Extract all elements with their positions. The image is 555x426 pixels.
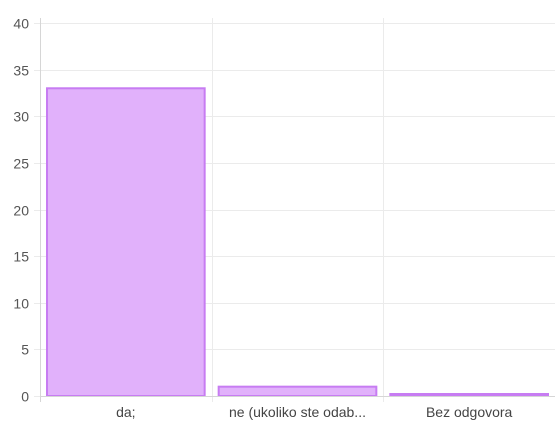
bar-2[interactable]: [389, 393, 550, 397]
y-tick-label: 10: [13, 296, 29, 312]
x-category-label: da;: [116, 404, 135, 420]
bar-1[interactable]: [217, 385, 378, 397]
y-tick-label: 30: [13, 109, 29, 125]
y-tick-label: 35: [13, 63, 29, 79]
y-tick-label: 5: [21, 342, 29, 358]
y-tick-label: 40: [13, 16, 29, 32]
bar-0[interactable]: [46, 87, 206, 398]
x-category-label: ne (ukoliko ste odab...: [229, 404, 366, 420]
bar-layer: [46, 87, 550, 398]
y-tick-label: 25: [13, 156, 29, 172]
axis-layer: [34, 18, 555, 402]
label-layer: 0 5 10 15 20 25 30 35 40 da; ne (ukoliko ste odab.…: [13, 16, 512, 421]
y-tick-label: 20: [13, 203, 29, 219]
y-tick-label: 0: [21, 389, 29, 405]
x-category-label: Bez odgovora: [426, 404, 513, 420]
y-tick-label: 15: [13, 249, 29, 265]
